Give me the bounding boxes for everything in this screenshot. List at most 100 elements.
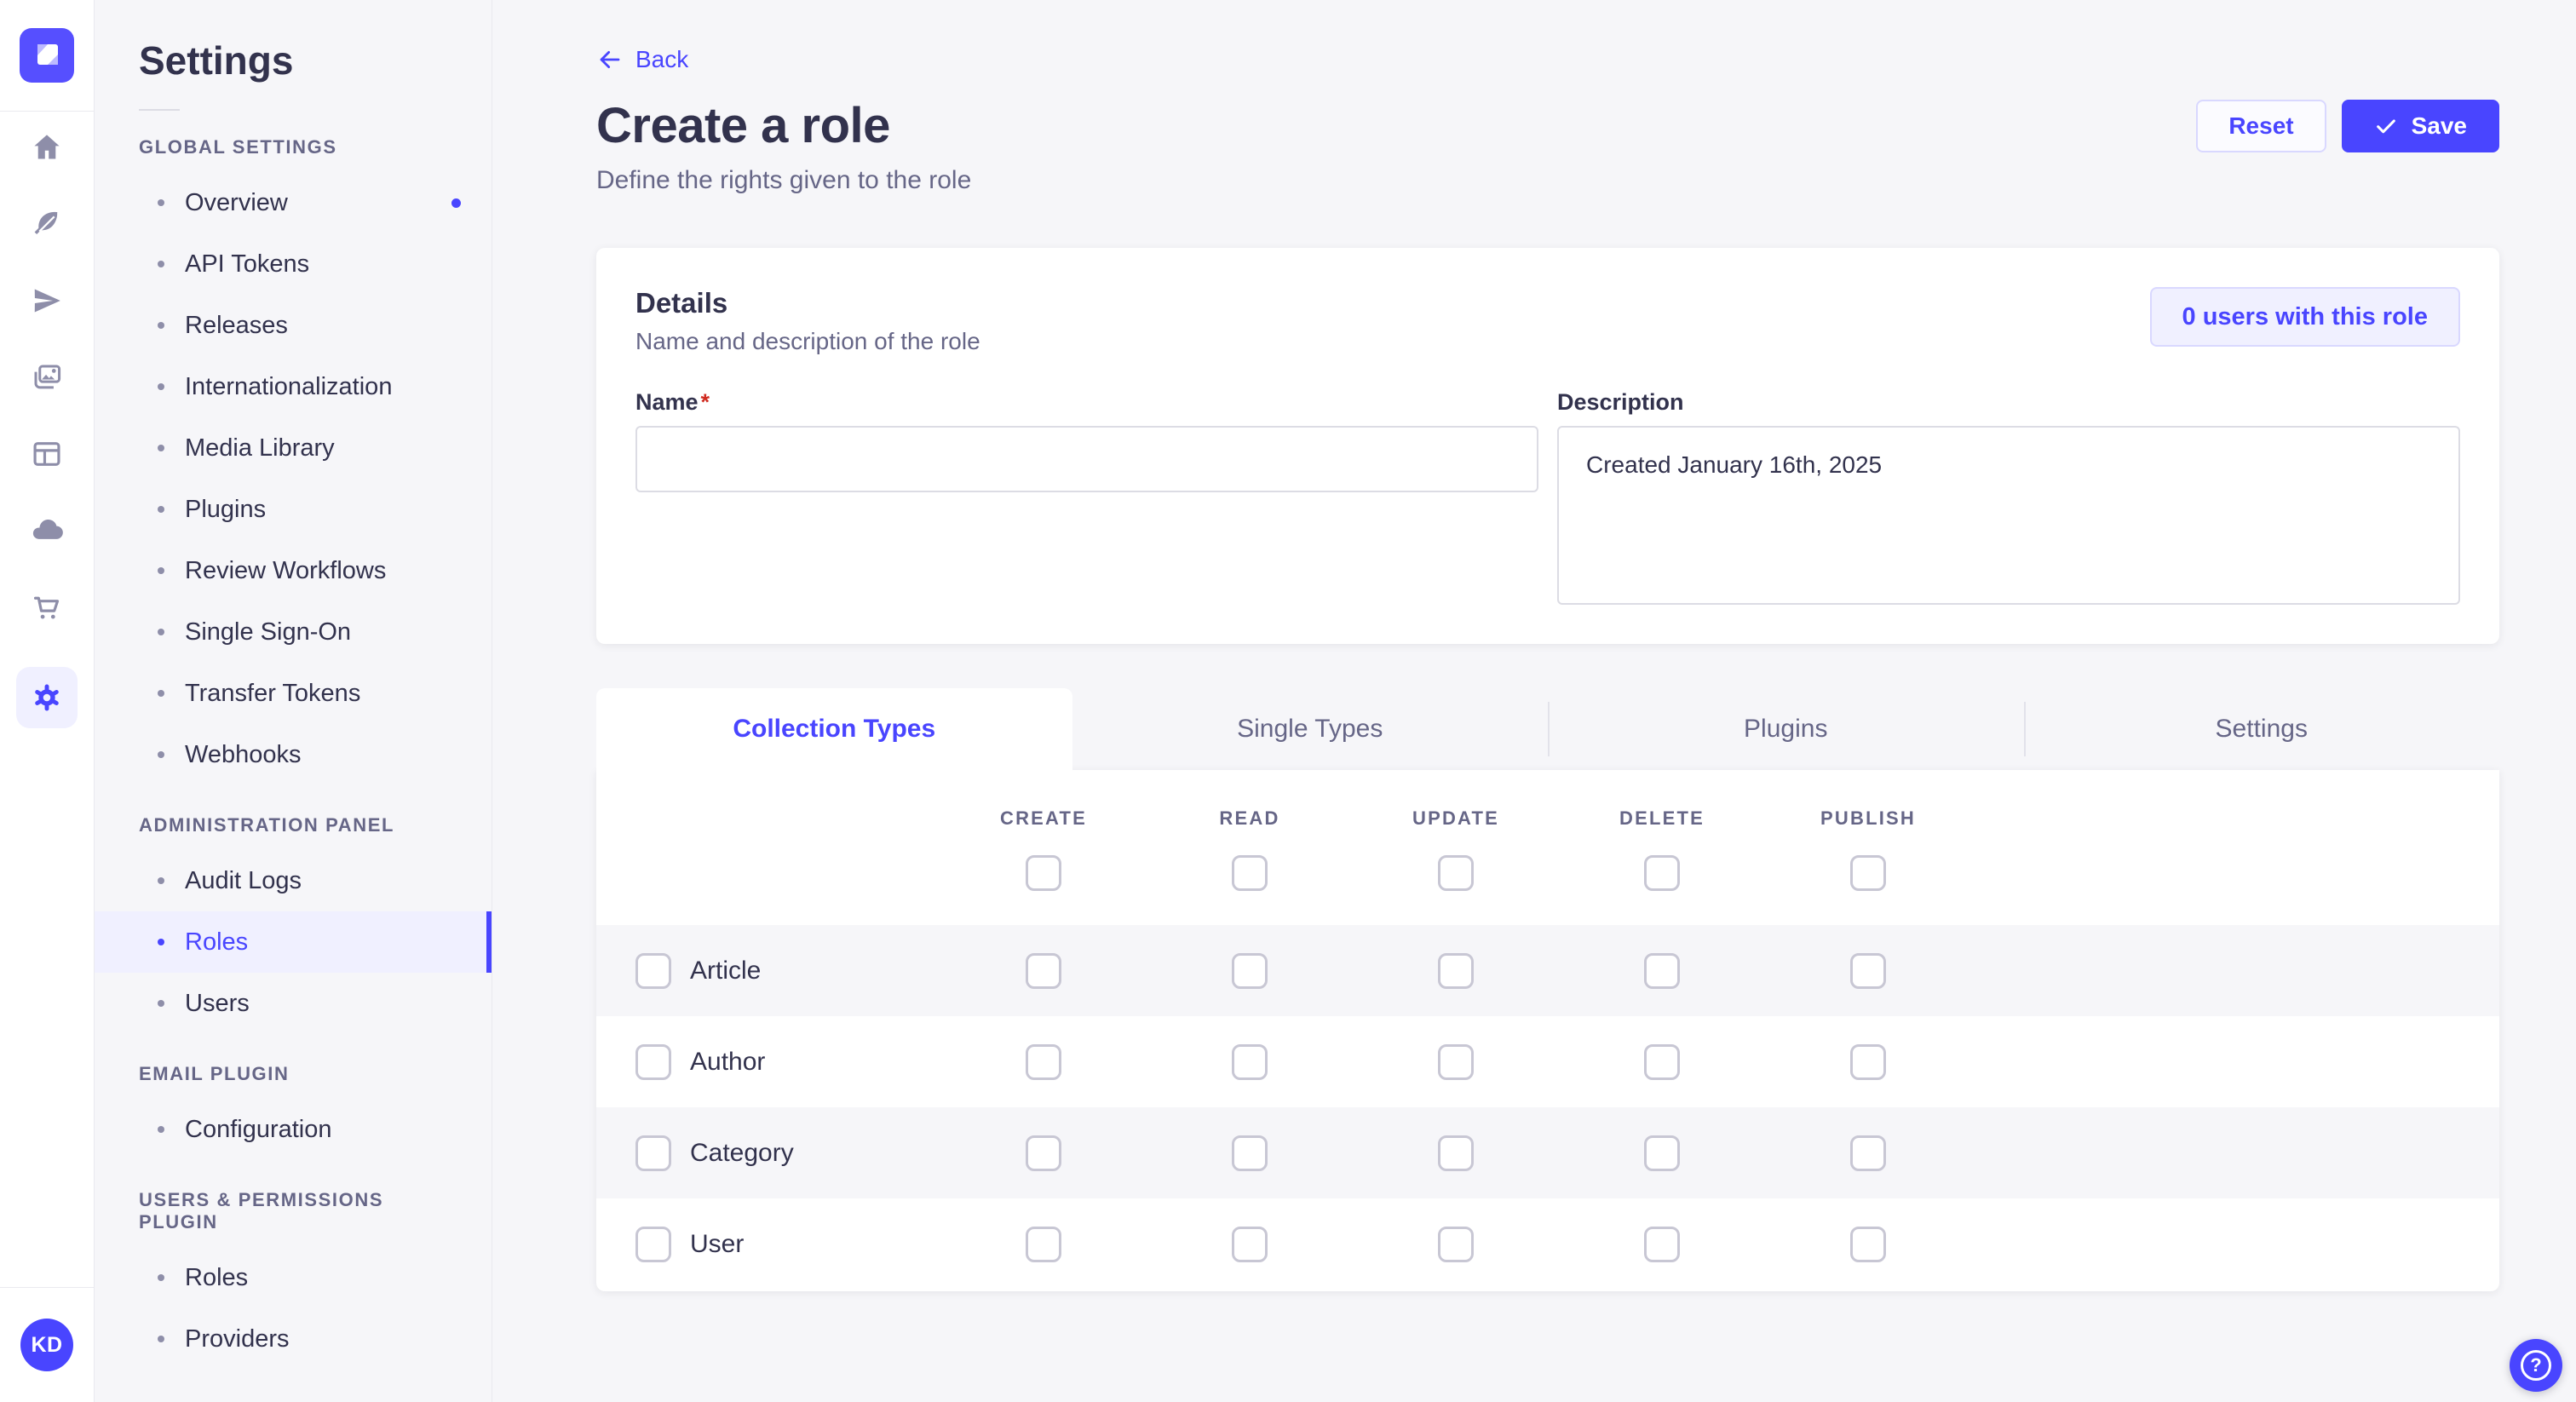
- details-subtitle: Name and description of the role: [635, 328, 980, 355]
- feather-icon[interactable]: [30, 207, 64, 241]
- divider: [139, 109, 180, 111]
- back-link[interactable]: Back: [596, 46, 688, 73]
- bullet-icon: [158, 383, 164, 390]
- permission-checkbox-author-delete[interactable]: [1644, 1044, 1680, 1080]
- row-select-checkbox[interactable]: [635, 953, 671, 989]
- save-button[interactable]: Save: [2342, 100, 2499, 152]
- paper-plane-icon[interactable]: [30, 284, 64, 318]
- permissions-table: Create Read Update Delete Publish: [596, 770, 2499, 1291]
- bullet-icon: [158, 1000, 164, 1007]
- bullet-icon: [158, 1274, 164, 1281]
- bullet-icon: [158, 567, 164, 574]
- column-select-checkbox-read[interactable]: [1232, 855, 1268, 891]
- permissions-section: Collection Types Single Types Plugins Se…: [596, 688, 2499, 1291]
- bullet-icon: [158, 690, 164, 697]
- permission-checkbox-user-create[interactable]: [1026, 1227, 1061, 1262]
- sidebar-item-roles-up[interactable]: Roles: [95, 1247, 492, 1308]
- tab-collection-types[interactable]: Collection Types: [596, 688, 1072, 770]
- sidebar-item-configuration[interactable]: Configuration: [95, 1099, 492, 1160]
- sidebar-item-media-library[interactable]: Media Library: [95, 417, 492, 479]
- arrow-left-icon: [596, 46, 624, 73]
- tab-single-types[interactable]: Single Types: [1072, 688, 1549, 770]
- details-title: Details: [635, 287, 980, 319]
- bullet-icon: [158, 261, 164, 267]
- settings-subnav: Settings Global Settings Overview API To…: [95, 0, 492, 1402]
- column-select-checkbox-publish[interactable]: [1850, 855, 1886, 891]
- bullet-icon: [158, 629, 164, 635]
- table-row-category: Category: [596, 1107, 2499, 1198]
- column-select-checkbox-update[interactable]: [1438, 855, 1474, 891]
- permission-checkbox-article-update[interactable]: [1438, 953, 1474, 989]
- permission-checkbox-author-publish[interactable]: [1850, 1044, 1886, 1080]
- sidebar-item-releases[interactable]: Releases: [95, 295, 492, 356]
- sidebar-item-review-workflows[interactable]: Review Workflows: [95, 540, 492, 601]
- bullet-icon: [158, 751, 164, 758]
- permission-checkbox-category-update[interactable]: [1438, 1135, 1474, 1171]
- permission-checkbox-category-publish[interactable]: [1850, 1135, 1886, 1171]
- home-icon[interactable]: [30, 130, 64, 164]
- media-library-icon[interactable]: [30, 360, 64, 394]
- name-label: Name*: [635, 389, 1538, 416]
- users-with-role-button[interactable]: 0 users with this role: [2150, 287, 2460, 347]
- main-content: Back Create a role Reset Save Define the…: [492, 0, 2576, 1402]
- layout-icon[interactable]: [30, 437, 64, 471]
- sidebar-item-api-tokens[interactable]: API Tokens: [95, 233, 492, 295]
- sidebar-item-internationalization[interactable]: Internationalization: [95, 356, 492, 417]
- permission-checkbox-category-delete[interactable]: [1644, 1135, 1680, 1171]
- icon-rail: KD: [0, 0, 95, 1402]
- name-input[interactable]: [635, 426, 1538, 492]
- row-select-checkbox[interactable]: [635, 1135, 671, 1171]
- bullet-icon: [158, 1126, 164, 1133]
- permission-checkbox-article-delete[interactable]: [1644, 953, 1680, 989]
- description-textarea[interactable]: Created January 16th, 2025: [1557, 426, 2460, 605]
- page-subtitle: Define the rights given to the role: [596, 166, 2499, 195]
- permission-checkbox-user-delete[interactable]: [1644, 1227, 1680, 1262]
- subnav-title: Settings: [95, 0, 492, 83]
- tab-settings[interactable]: Settings: [2024, 688, 2500, 770]
- required-asterisk: *: [701, 389, 710, 415]
- permission-checkbox-author-create[interactable]: [1026, 1044, 1061, 1080]
- permission-checkbox-category-create[interactable]: [1026, 1135, 1061, 1171]
- sidebar-item-webhooks[interactable]: Webhooks: [95, 724, 492, 785]
- permission-checkbox-user-update[interactable]: [1438, 1227, 1474, 1262]
- sidebar-item-roles-admin[interactable]: Roles: [95, 911, 492, 973]
- sidebar-item-users[interactable]: Users: [95, 973, 492, 1034]
- bullet-icon: [158, 939, 164, 945]
- sidebar-item-single-sign-on[interactable]: Single Sign-On: [95, 601, 492, 663]
- cart-icon[interactable]: [30, 590, 64, 624]
- permission-checkbox-user-read[interactable]: [1232, 1227, 1268, 1262]
- avatar[interactable]: KD: [20, 1319, 73, 1371]
- permission-checkbox-article-read[interactable]: [1232, 953, 1268, 989]
- sidebar-item-overview[interactable]: Overview: [95, 172, 492, 233]
- column-header-publish: Publish: [1820, 807, 1916, 830]
- sidebar-item-providers[interactable]: Providers: [95, 1308, 492, 1370]
- row-select-checkbox[interactable]: [635, 1044, 671, 1080]
- strapi-logo[interactable]: [0, 0, 94, 112]
- question-mark-icon: ?: [2521, 1350, 2551, 1381]
- column-select-checkbox-delete[interactable]: [1644, 855, 1680, 891]
- tab-plugins[interactable]: Plugins: [1548, 688, 2024, 770]
- permission-checkbox-category-read[interactable]: [1232, 1135, 1268, 1171]
- row-select-checkbox[interactable]: [635, 1227, 671, 1262]
- cloud-icon[interactable]: [30, 514, 64, 548]
- sidebar-item-audit-logs[interactable]: Audit Logs: [95, 850, 492, 911]
- section-heading-email-plugin: Email Plugin: [139, 1063, 459, 1085]
- sidebar-item-plugins[interactable]: Plugins: [95, 479, 492, 540]
- sidebar-item-transfer-tokens[interactable]: Transfer Tokens: [95, 663, 492, 724]
- section-heading-administration-panel: Administration Panel: [139, 814, 459, 836]
- section-heading-global-settings: Global Settings: [139, 136, 459, 158]
- table-row-user: User: [596, 1198, 2499, 1290]
- column-select-checkbox-create[interactable]: [1026, 855, 1061, 891]
- permission-checkbox-author-update[interactable]: [1438, 1044, 1474, 1080]
- permission-checkbox-user-publish[interactable]: [1850, 1227, 1886, 1262]
- permission-checkbox-article-publish[interactable]: [1850, 953, 1886, 989]
- page-title: Create a role: [596, 97, 890, 154]
- settings-gear-icon[interactable]: [16, 667, 78, 728]
- permission-checkbox-article-create[interactable]: [1026, 953, 1061, 989]
- reset-button[interactable]: Reset: [2196, 100, 2326, 152]
- permission-checkbox-author-read[interactable]: [1232, 1044, 1268, 1080]
- help-button[interactable]: ?: [2510, 1339, 2562, 1392]
- column-header-create: Create: [1000, 807, 1087, 830]
- column-header-read: Read: [1219, 807, 1279, 830]
- bullet-icon: [158, 506, 164, 513]
